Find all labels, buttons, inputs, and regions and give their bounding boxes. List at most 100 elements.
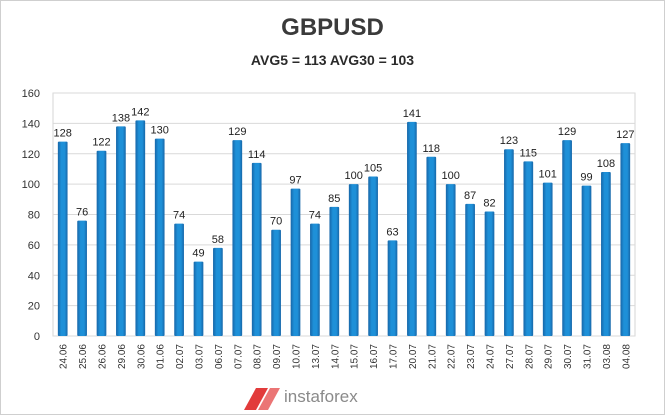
x-tick-label: 16.07	[369, 344, 380, 369]
x-tick-label: 27.07	[505, 344, 516, 369]
x-tick-label: 17.07	[389, 344, 400, 369]
bar	[193, 261, 204, 336]
data-label: 122	[92, 137, 110, 149]
data-label: 128	[54, 128, 72, 140]
bar	[387, 240, 398, 336]
data-label: 74	[309, 210, 321, 222]
x-tick-label: 28.07	[524, 344, 535, 369]
x-tick-label: 13.07	[311, 344, 322, 369]
bar	[581, 185, 592, 336]
data-label: 105	[364, 163, 382, 175]
data-label: 58	[212, 234, 224, 246]
bar	[116, 126, 126, 336]
bar	[523, 161, 534, 336]
x-tick-label: 25.06	[78, 344, 89, 369]
data-label: 76	[76, 207, 88, 219]
x-tick-label: 30.06	[136, 344, 147, 369]
x-tick-label: 14.07	[330, 344, 341, 369]
data-label: 82	[483, 197, 495, 209]
bar	[174, 223, 184, 336]
data-label: 70	[270, 216, 282, 228]
x-tick-label: 21.07	[427, 344, 438, 369]
watermark-text: instaforex	[284, 387, 358, 406]
bar	[348, 184, 359, 336]
data-label: 142	[131, 106, 149, 118]
data-label: 127	[616, 129, 634, 141]
bar	[542, 182, 553, 336]
instaforex-logo-icon	[244, 388, 280, 410]
bar	[154, 138, 165, 336]
bar	[329, 206, 340, 336]
x-tick-label: 24.06	[59, 344, 70, 369]
bar	[407, 121, 417, 336]
x-tick-label: 30.07	[563, 344, 574, 369]
y-tick-label: 0	[34, 331, 40, 343]
data-label: 138	[112, 112, 130, 124]
bar	[484, 211, 495, 336]
data-label: 114	[248, 149, 266, 161]
x-tick-label: 08.07	[253, 344, 264, 369]
bar	[96, 150, 107, 336]
y-tick-label: 100	[22, 179, 40, 191]
bar	[465, 203, 475, 336]
x-tick-label: 29.06	[117, 344, 128, 369]
data-label: 141	[403, 108, 421, 120]
data-label: 100	[442, 170, 460, 182]
bar	[445, 184, 456, 336]
bar	[504, 149, 514, 336]
x-tick-label: 29.07	[544, 344, 555, 369]
data-label: 118	[423, 143, 441, 155]
data-label: 85	[328, 193, 340, 205]
data-label: 130	[151, 125, 169, 137]
bar	[232, 140, 243, 336]
y-tick-label: 80	[28, 210, 40, 222]
x-tick-label: 09.07	[272, 344, 283, 369]
y-tick-label: 40	[28, 270, 40, 282]
data-label: 49	[192, 248, 204, 260]
y-tick-label: 60	[28, 240, 40, 252]
x-tick-label: 06.07	[214, 344, 225, 369]
bar	[271, 229, 281, 336]
bar	[77, 220, 87, 336]
x-tick-label: 02.07	[175, 344, 186, 369]
x-tick-label: 22.07	[447, 344, 458, 369]
bar	[620, 143, 631, 336]
bar	[213, 247, 223, 336]
data-label: 100	[345, 170, 363, 182]
data-label: 101	[539, 169, 557, 181]
data-label: 97	[289, 175, 301, 187]
watermark: instaforex	[240, 384, 358, 410]
bar	[562, 140, 572, 336]
x-tick-label: 15.07	[350, 344, 361, 369]
bar	[290, 188, 301, 336]
data-label: 115	[520, 147, 538, 159]
data-label: 99	[580, 172, 592, 184]
x-tick-label: 07.07	[233, 344, 244, 369]
chart-title: GBPUSD	[281, 14, 384, 41]
bar	[368, 176, 378, 336]
y-tick-label: 160	[22, 88, 40, 100]
bar	[310, 223, 320, 336]
x-tick-label: 01.06	[156, 344, 167, 369]
data-label: 108	[597, 158, 615, 170]
data-label: 129	[558, 126, 576, 138]
x-tick-label: 31.07	[583, 344, 594, 369]
chart-subtitle: AVG5 = 113 AVG30 = 103	[250, 52, 415, 68]
data-label: 87	[464, 190, 476, 202]
data-label: 63	[386, 226, 398, 238]
data-label: 123	[500, 135, 518, 147]
x-tick-label: 10.07	[292, 344, 303, 369]
bar	[426, 156, 437, 336]
x-tick-label: 23.07	[466, 344, 477, 369]
bar	[57, 141, 68, 336]
bar	[601, 171, 611, 336]
x-tick-label: 03.08	[602, 344, 613, 369]
data-label: 129	[228, 126, 246, 138]
data-label: 74	[173, 210, 185, 222]
x-tick-label: 20.07	[408, 344, 419, 369]
bar	[251, 162, 262, 336]
y-tick-label: 140	[22, 118, 40, 130]
x-tick-label: 24.07	[486, 344, 497, 369]
x-tick-label: 26.06	[98, 344, 109, 369]
